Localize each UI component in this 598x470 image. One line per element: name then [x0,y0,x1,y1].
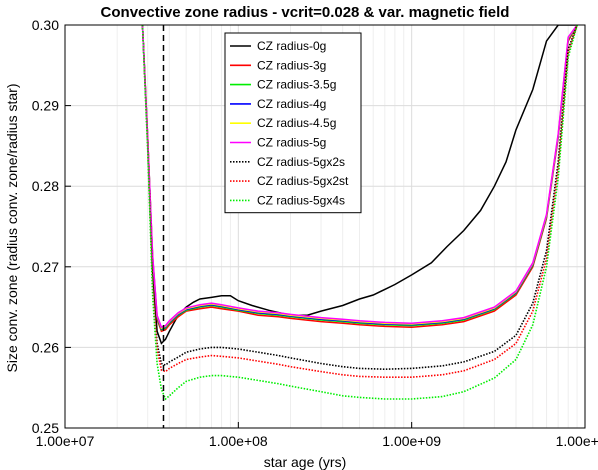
x-tick-label: 1.00e+07 [36,433,95,449]
plot-area [141,25,578,428]
legend-label: CZ radius-4g [257,97,326,111]
y-tick-label: 0.30 [32,17,59,33]
x-tick-label: 1.00e+10 [556,433,598,449]
x-tick-label: 1.00e+08 [209,433,268,449]
chart-title: Convective zone radius - vcrit=0.028 & v… [101,4,510,21]
series-line-7 [141,25,578,379]
axes [64,24,586,429]
y-tick-label: 0.28 [32,178,59,194]
legend-label: CZ radius-5g [257,136,326,150]
legend-label: CZ radius-3.5g [257,78,336,92]
legend: CZ radius-0g CZ radius-3g CZ radius-3.5g CZ… [224,32,362,214]
legend-label: CZ radius-4.5g [257,116,336,130]
legend-label: CZ radius-5gx2s [257,155,345,169]
axes-frame [64,24,586,429]
series-line-6 [141,25,578,371]
y-axis-ticks: 0.25 0.26 0.27 0.28 0.29 0.30 [32,17,71,436]
y-tick-label: 0.25 [32,420,59,436]
legend-label: CZ radius-5gx4s [257,193,345,207]
x-axis-label: star age (yrs) [264,454,346,470]
series-line-8 [141,25,578,401]
x-axis-ticks: 1.00e+07 1.00e+08 1.00e+09 1.00e+10 [36,422,598,449]
y-tick-label: 0.26 [32,339,59,355]
y-axis-label: Size conv. zone (radius conv. zone/radiu… [4,84,20,373]
y-tick-label: 0.27 [32,259,59,275]
x-tick-label: 1.00e+09 [382,433,441,449]
legend-label: CZ radius-3g [257,58,326,72]
series-line-5 [141,25,578,329]
legend-label: CZ radius-5gx2st [257,174,349,188]
series-line-0 [141,25,578,345]
series-line-1 [141,25,578,333]
legend-label: CZ radius-0g [257,39,326,53]
y-tick-label: 0.29 [32,98,59,114]
